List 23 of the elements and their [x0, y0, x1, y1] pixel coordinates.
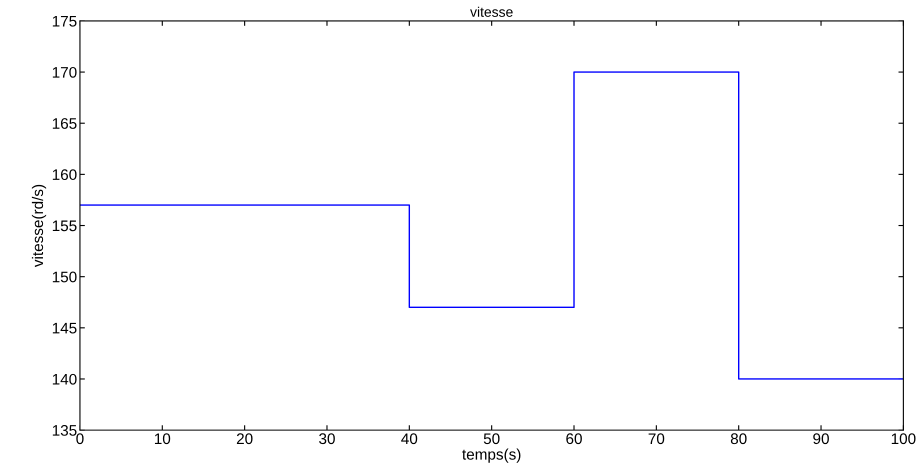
- chart-title: vitesse: [470, 6, 513, 17]
- x-tick-label: 20: [236, 433, 253, 444]
- y-tick-label: 170: [52, 66, 77, 78]
- x-tick-label: 40: [401, 433, 418, 444]
- y-tick-label: 155: [52, 220, 77, 232]
- y-tick-label: 140: [52, 374, 77, 385]
- y-axis-title: vitesse(rd/s): [32, 184, 46, 268]
- x-tick-label: 70: [648, 433, 664, 444]
- x-tick-label: 30: [319, 433, 335, 444]
- x-tick-label: 60: [566, 433, 582, 444]
- y-tick-label: 165: [52, 118, 77, 129]
- x-tick-label: 0: [76, 433, 84, 444]
- x-axis-title: temps(s): [462, 448, 520, 463]
- x-tick-label: 100: [892, 433, 916, 444]
- y-tick-label: 175: [52, 16, 77, 27]
- y-tick-label: 160: [52, 169, 77, 180]
- y-tick-label: 150: [52, 272, 77, 282]
- x-tick-label: 50: [484, 433, 500, 444]
- y-tick-label: 135: [52, 424, 77, 436]
- x-tick-label: 10: [154, 433, 170, 444]
- x-tick-label: 90: [813, 433, 829, 444]
- x-tick-label: 80: [730, 433, 747, 444]
- y-tick-label: 145: [52, 322, 77, 334]
